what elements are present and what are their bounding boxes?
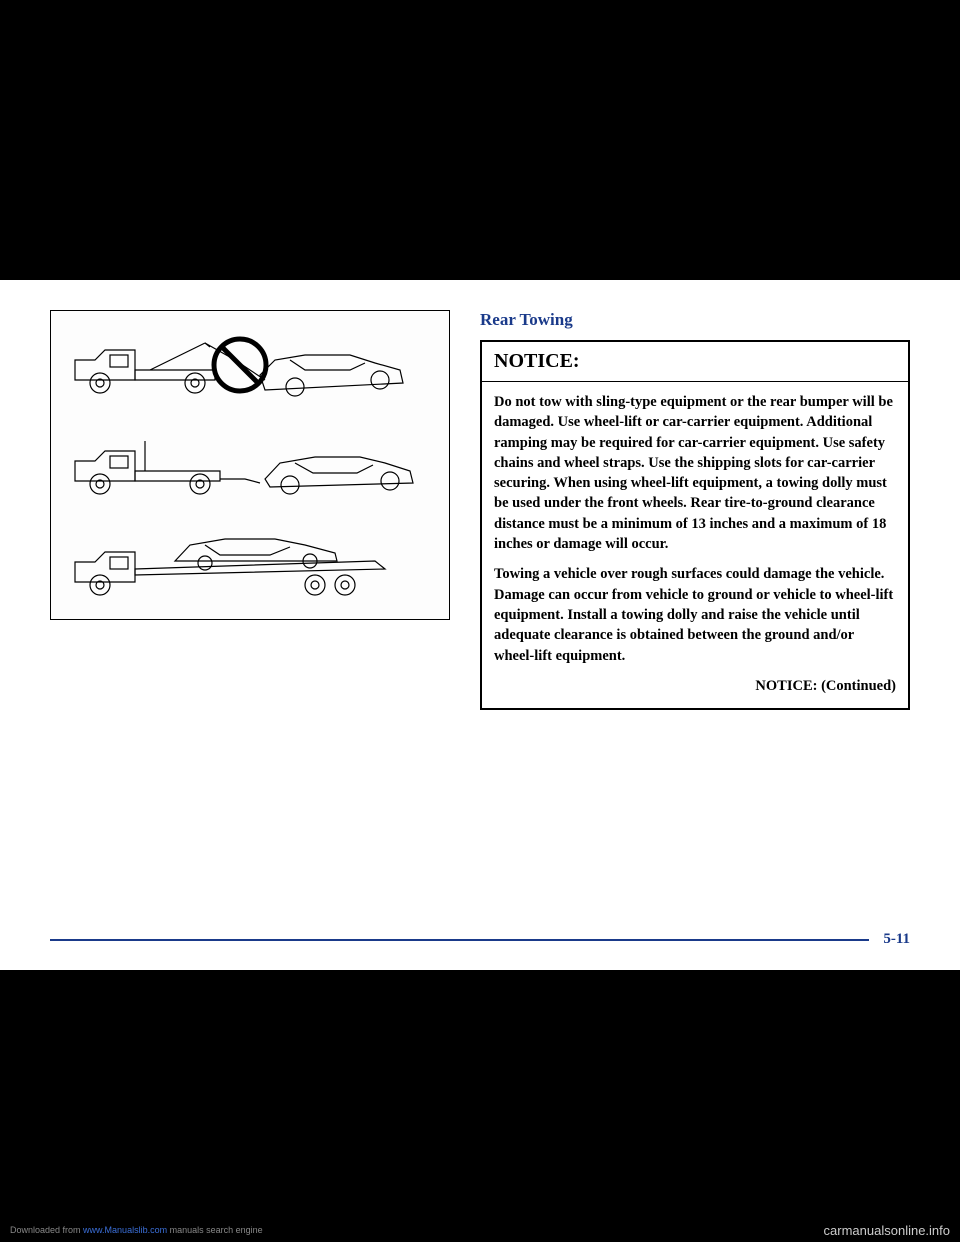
right-column: Rear Towing NOTICE: Do not tow with slin… (480, 310, 910, 710)
notice-body: Do not tow with sling-type equipment or … (482, 382, 908, 708)
content-area: Rear Towing NOTICE: Do not tow with slin… (50, 310, 910, 710)
notice-header: NOTICE: (482, 342, 908, 382)
download-prefix: Downloaded from (10, 1225, 83, 1235)
sling-tow-prohibited-icon (65, 325, 435, 413)
download-link[interactable]: www.Manualslib.com (83, 1225, 167, 1235)
footer-rule (50, 939, 869, 941)
towing-illustration-box (50, 310, 450, 620)
bottom-bar: Downloaded from www.Manualslib.com manua… (0, 1218, 960, 1242)
page-number: 5-11 (883, 931, 910, 948)
flatbed-tow-icon (65, 517, 435, 605)
watermark: carmanualsonline.info (824, 1223, 950, 1238)
download-text: Downloaded from www.Manualslib.com manua… (10, 1225, 263, 1235)
left-column (50, 310, 450, 710)
wheel-lift-tow-icon (65, 421, 435, 509)
section-title: Rear Towing (480, 310, 910, 330)
page-footer: 5-11 (50, 931, 910, 948)
download-suffix: manuals search engine (167, 1225, 263, 1235)
notice-paragraph-1: Do not tow with sling-type equipment or … (494, 392, 896, 554)
notice-box: NOTICE: Do not tow with sling-type equip… (480, 340, 910, 710)
page: Rear Towing NOTICE: Do not tow with slin… (0, 280, 960, 970)
notice-continued: NOTICE: (Continued) (494, 676, 896, 696)
notice-paragraph-2: Towing a vehicle over rough surfaces cou… (494, 564, 896, 665)
